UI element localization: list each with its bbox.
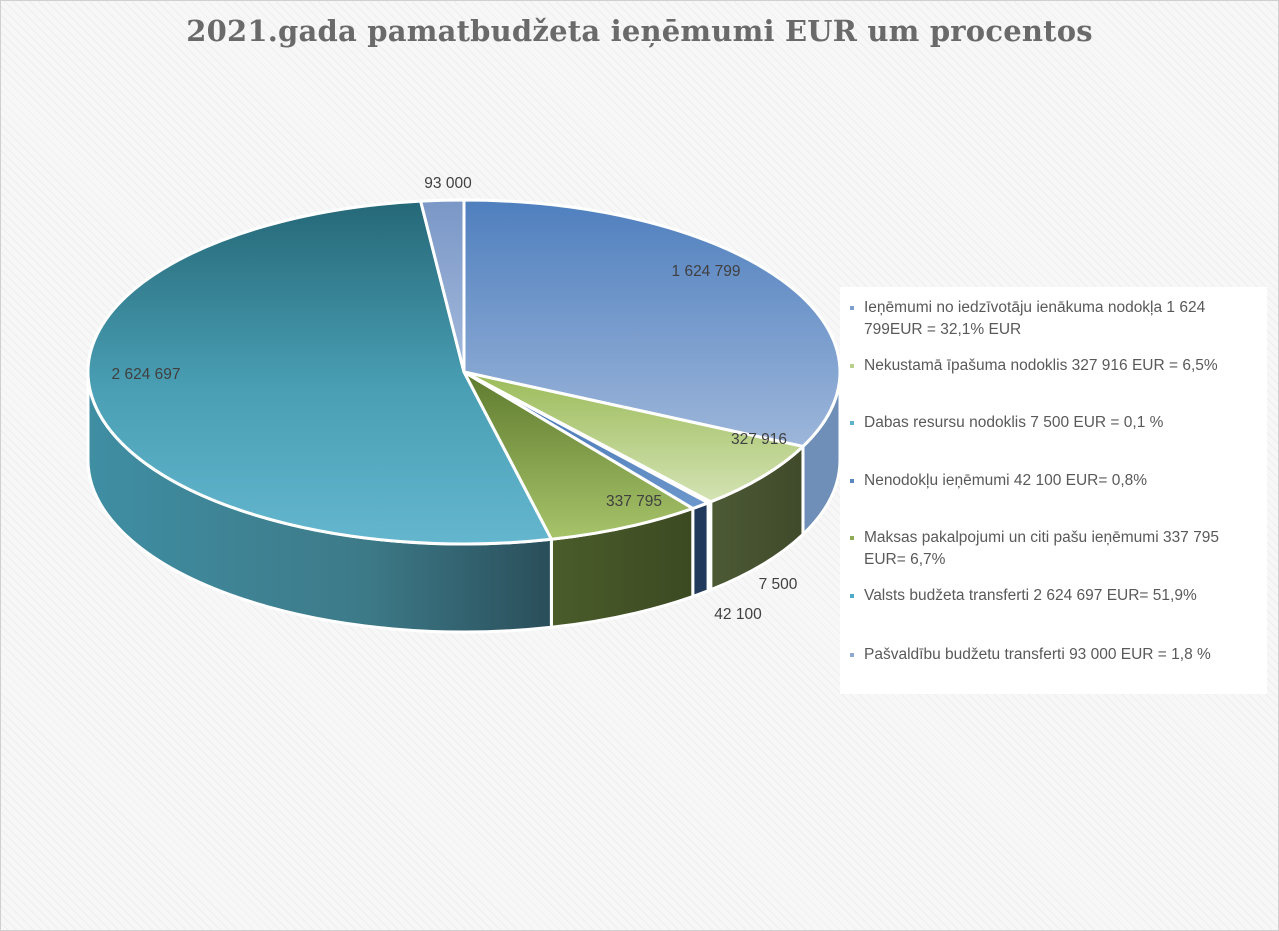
legend-item-1: Ieņēmumi no iedzīvotāju ienākuma nodokļa…	[850, 297, 1260, 341]
legend-label-1: Ieņēmumi no iedzīvotāju ienākuma nodokļa…	[864, 299, 1206, 338]
slice-5	[462, 370, 695, 541]
legend-label-6: Valsts budžeta transferti 2 624 697 EUR=…	[864, 587, 1197, 604]
legend-item-5: Maksas pakalpojumi un citi pašu ieņēmumi…	[850, 527, 1260, 571]
slice-7-data-label: 93 000	[424, 175, 472, 192]
slice-4-side	[691, 500, 710, 599]
legend-marker-3	[850, 421, 854, 425]
slice-6	[86, 199, 553, 546]
legend-label-5: Maksas pakalpojumi un citi pašu ieņēmumi…	[864, 529, 1219, 568]
legend-label-2: Nekustamā īpašuma nodoklis 327 916 EUR =…	[864, 357, 1218, 374]
legend-label-4: Nenodokļu ieņēmumi 42 100 EUR= 0,8%	[864, 472, 1148, 489]
legend-marker-1	[850, 306, 854, 310]
legend-label-3: Dabas resursu nodoklis 7 500 EUR = 0,1 %	[864, 414, 1164, 431]
legend-marker-4	[850, 479, 854, 483]
legend-item-4: Nenodokļu ieņēmumi 42 100 EUR= 0,8%	[850, 470, 1260, 492]
legend-marker-2	[850, 364, 854, 368]
legend-item-3: Dabas resursu nodoklis 7 500 EUR = 0,1 %	[850, 412, 1260, 434]
legend-marker-5	[850, 536, 854, 540]
legend-marker-6	[850, 594, 854, 598]
legend-item-2: Nekustamā īpašuma nodoklis 327 916 EUR =…	[850, 355, 1260, 377]
slice-3-data-label: 7 500	[759, 576, 798, 593]
slice-5-data-label: 337 795	[606, 493, 662, 510]
legend-item-7: Pašvaldību budžetu transferti 93 000 EUR…	[850, 644, 1260, 666]
legend-marker-7	[850, 653, 854, 657]
slice-2	[462, 370, 805, 504]
slice-7	[419, 198, 466, 374]
slice-1	[462, 198, 842, 448]
chart-legend: Ieņēmumi no iedzīvotāju ienākuma nodokļa…	[840, 287, 1267, 694]
chart-title: 2021.gada pamatbudžeta ieņēmumi EUR um p…	[186, 14, 1093, 48]
slice-4-data-label: 42 100	[714, 606, 762, 623]
legend-item-6: Valsts budžeta transferti 2 624 697 EUR=…	[850, 585, 1260, 607]
slice-2-data-label: 327 916	[731, 431, 787, 448]
slice-1-data-label: 1 624 799	[672, 263, 741, 280]
legend-label-7: Pašvaldību budžetu transferti 93 000 EUR…	[864, 646, 1211, 663]
slice-6-data-label: 2 624 697	[112, 366, 181, 383]
